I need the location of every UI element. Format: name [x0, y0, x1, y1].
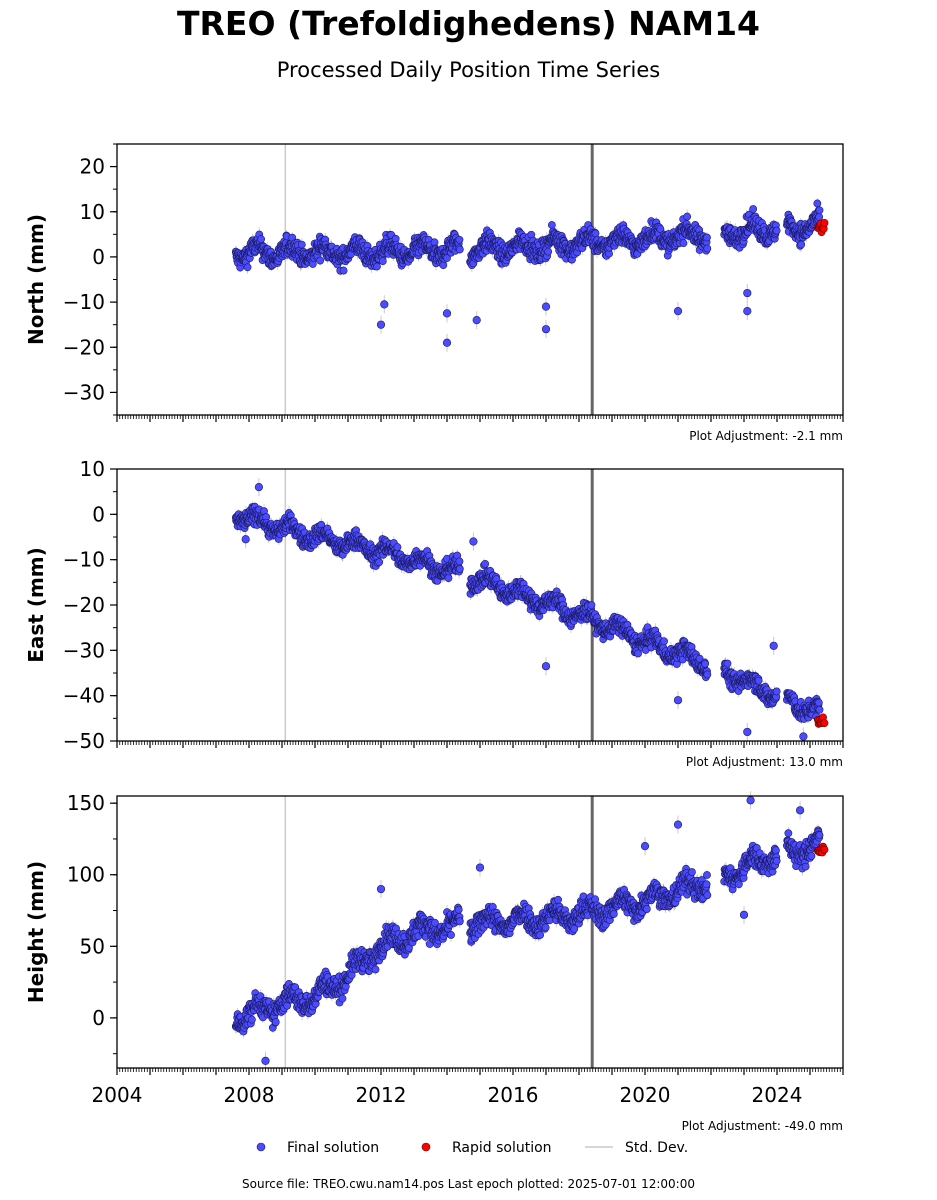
- chart-subtitle: Processed Daily Position Time Series: [0, 58, 937, 82]
- rapid-point: [820, 218, 829, 227]
- final-point: [442, 338, 452, 347]
- final-point: [673, 307, 683, 316]
- final-point: [339, 266, 348, 275]
- plot-frame: [116, 143, 844, 416]
- y-tick-label: 20: [80, 155, 105, 179]
- final-point: [772, 226, 781, 235]
- final-point: [815, 206, 824, 215]
- final-point: [380, 300, 389, 309]
- final-point: [815, 213, 824, 221]
- final-point: [541, 325, 551, 334]
- y-tick-label: 0: [92, 245, 105, 269]
- final-solution-points: [231, 483, 824, 741]
- final-point: [703, 233, 711, 242]
- final-point: [243, 263, 252, 272]
- final-point: [455, 245, 464, 254]
- final-point: [703, 244, 712, 253]
- final-solution-points: [231, 199, 824, 347]
- final-point: [813, 199, 822, 208]
- y-tick-label: −10: [63, 290, 105, 314]
- final-point: [378, 257, 387, 265]
- final-point: [455, 235, 464, 244]
- final-point: [373, 262, 381, 271]
- final-point: [544, 247, 553, 256]
- final-point: [547, 221, 556, 229]
- chart-title: TREO (Trefoldighedens) NAM14: [0, 4, 937, 43]
- y-tick-label: 10: [80, 200, 105, 224]
- final-point: [443, 254, 451, 262]
- final-point: [743, 307, 752, 316]
- final-point: [297, 240, 306, 249]
- std-dev-bars: [235, 198, 820, 352]
- final-point: [749, 205, 758, 213]
- final-point: [472, 316, 481, 325]
- final-point: [683, 212, 692, 221]
- y-axis-label: North (mm): [24, 214, 48, 345]
- final-point: [743, 288, 752, 298]
- final-point: [376, 320, 386, 329]
- y-tick-label: −30: [63, 380, 105, 404]
- final-point: [541, 302, 551, 311]
- final-point: [679, 239, 688, 248]
- final-point: [442, 309, 452, 318]
- final-point: [316, 256, 325, 265]
- final-point: [797, 240, 806, 249]
- y-tick-label: −20: [63, 335, 105, 359]
- final-point: [257, 235, 265, 244]
- plot-adjustment-note: Plot Adjustment: -2.1 mm: [689, 429, 843, 443]
- panel-north: 20 10 0 −10 −20 −30 North (mm) Plot Adjustment:…: [24, 143, 844, 443]
